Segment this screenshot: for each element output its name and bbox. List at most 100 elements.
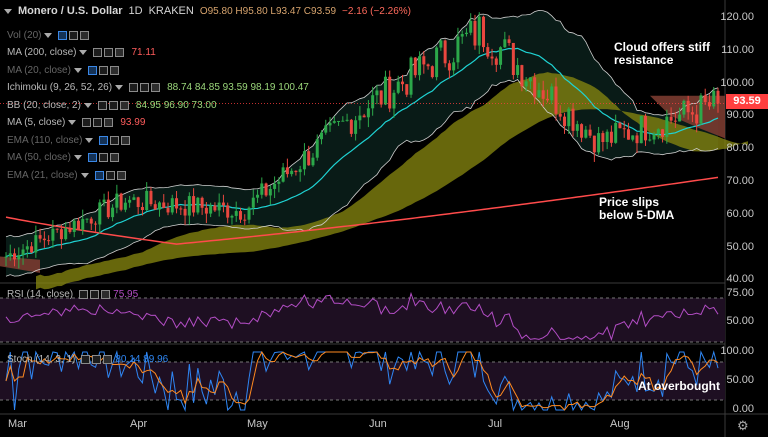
indicator-row[interactable]: BB (20, close, 2) 84.95 96.90 73.00 xyxy=(7,98,217,112)
candle-body xyxy=(290,170,294,175)
indicator-label: MA (200, close) xyxy=(7,47,77,58)
candle-body xyxy=(503,39,507,48)
candle-body xyxy=(277,181,281,184)
candle-body xyxy=(520,65,524,87)
candle-body xyxy=(341,120,345,122)
indicator-row[interactable]: EMA (21, close) xyxy=(7,168,126,182)
settings-icon[interactable] xyxy=(98,153,108,162)
indicator-row[interactable]: MA (5, close) 93.99 xyxy=(7,116,145,130)
stoch-label[interactable]: Stoch (14, 3, 1) xyxy=(7,353,76,365)
indicator-value: 84.95 96.90 73.00 xyxy=(135,99,217,111)
candle-body xyxy=(21,249,25,256)
chevron-down-icon[interactable] xyxy=(79,50,88,55)
candle-body xyxy=(98,202,102,225)
indicator-row[interactable]: MA (20, close) xyxy=(7,63,119,77)
indicator-row[interactable]: Vol (20) xyxy=(7,28,90,42)
candle-body xyxy=(217,202,221,211)
close-icon[interactable] xyxy=(109,153,119,162)
close-icon[interactable] xyxy=(80,30,90,40)
eye-icon[interactable] xyxy=(99,135,109,145)
candle-body xyxy=(25,246,29,250)
candle-body xyxy=(682,100,686,115)
gear-icon[interactable]: ⚙ xyxy=(737,418,749,433)
candle-body xyxy=(226,205,230,218)
chevron-down-icon[interactable] xyxy=(73,155,82,160)
indicator-row[interactable]: EMA (110, close) xyxy=(7,133,131,147)
chevron-down-icon[interactable] xyxy=(85,137,94,143)
close-icon[interactable] xyxy=(151,83,161,92)
eye-icon[interactable] xyxy=(97,100,107,110)
chevron-down-icon[interactable] xyxy=(73,67,82,73)
close-icon[interactable] xyxy=(109,65,119,75)
ma200-line xyxy=(5,176,719,245)
candle-body xyxy=(311,157,315,166)
eye-icon[interactable] xyxy=(81,354,91,364)
eye-icon[interactable] xyxy=(94,170,104,180)
candle-body xyxy=(388,76,392,109)
candle-body xyxy=(145,190,149,211)
close-icon[interactable] xyxy=(116,170,126,180)
settings-icon[interactable] xyxy=(98,65,108,75)
indicator-row[interactable]: MA (50, close) xyxy=(7,151,119,165)
close-icon[interactable] xyxy=(103,354,113,364)
candle-body xyxy=(328,122,332,126)
indicator-value: 71.11 xyxy=(131,47,156,58)
settings-icon[interactable] xyxy=(105,170,115,180)
settings-icon[interactable] xyxy=(104,48,114,57)
date-axis-label: Jun xyxy=(369,418,387,430)
eye-icon[interactable] xyxy=(58,30,68,40)
candle-body xyxy=(183,208,187,216)
settings-icon[interactable] xyxy=(92,354,102,364)
price-axis-label: 60.00 xyxy=(726,207,754,220)
indicator-row[interactable]: Ichimoku (9, 26, 52, 26) 88.74 84.85 93.5… xyxy=(7,81,309,95)
indicator-label: EMA (21, close) xyxy=(7,169,78,181)
date-axis-label: Apr xyxy=(130,418,148,430)
eye-icon[interactable] xyxy=(87,153,97,162)
eye-icon[interactable] xyxy=(87,65,97,75)
interval[interactable]: 1D xyxy=(128,5,143,17)
symbol-name[interactable]: Monero / U.S. Dollar xyxy=(18,5,123,17)
candle-body xyxy=(157,202,161,210)
chevron-down-icon[interactable] xyxy=(83,102,92,108)
collapse-icon[interactable] xyxy=(4,5,12,17)
settings-icon[interactable] xyxy=(93,118,103,127)
candle-body xyxy=(294,170,298,173)
candle-body xyxy=(30,246,34,253)
candle-body xyxy=(64,228,68,240)
close-icon[interactable] xyxy=(119,100,129,110)
indicator-row[interactable]: MA (200, close) 71.11 xyxy=(7,46,156,60)
candle-body xyxy=(631,135,635,140)
eye-icon[interactable] xyxy=(82,118,92,127)
chevron-down-icon[interactable] xyxy=(115,85,124,90)
candle-body xyxy=(665,116,669,137)
candle-body xyxy=(605,131,609,143)
candle-body xyxy=(349,119,353,134)
settings-icon[interactable] xyxy=(108,100,118,110)
date-axis-label: Mar xyxy=(8,418,27,430)
date-axis-label: May xyxy=(247,418,268,430)
settings-icon[interactable] xyxy=(110,135,120,145)
eye-icon[interactable] xyxy=(93,48,103,57)
candle-body xyxy=(132,197,136,200)
settings-icon[interactable] xyxy=(140,83,150,92)
chevron-down-icon[interactable] xyxy=(44,32,53,38)
settings-icon[interactable] xyxy=(90,289,100,299)
close-icon[interactable] xyxy=(104,118,114,127)
candle-body xyxy=(695,114,699,124)
candle-body xyxy=(626,129,630,140)
chevron-down-icon[interactable] xyxy=(80,172,89,178)
candle-body xyxy=(324,125,328,133)
candle-body xyxy=(319,132,323,140)
candle-body xyxy=(47,240,51,242)
candle-body xyxy=(652,134,656,140)
eye-icon[interactable] xyxy=(129,83,139,92)
close-icon[interactable] xyxy=(115,48,125,57)
close-icon[interactable] xyxy=(101,289,111,299)
eye-icon[interactable] xyxy=(79,289,89,299)
rsi-label[interactable]: RSI (14, close) xyxy=(7,288,74,300)
candle-body xyxy=(541,90,545,99)
settings-icon[interactable] xyxy=(69,30,79,40)
close-icon[interactable] xyxy=(121,135,131,145)
chevron-down-icon[interactable] xyxy=(68,120,77,125)
